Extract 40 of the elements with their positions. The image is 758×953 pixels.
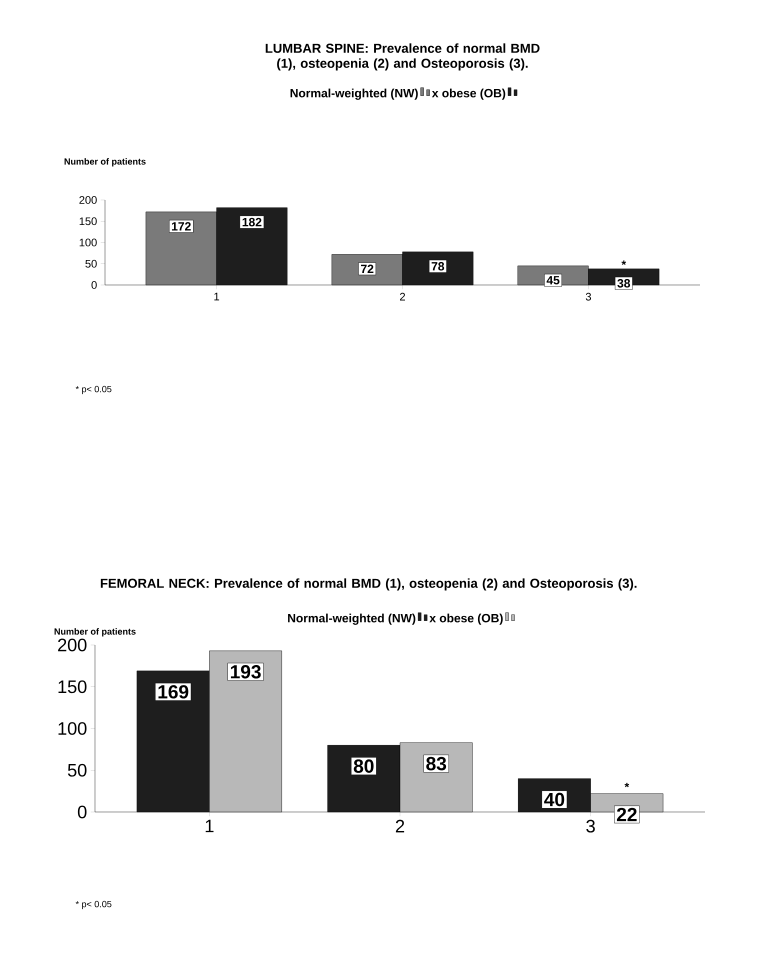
y-tick-label: 0 bbox=[78, 806, 87, 818]
y-tick-label: 50 bbox=[85, 260, 97, 268]
x-tick-label: 2 bbox=[396, 820, 404, 832]
x-tick-label: 1 bbox=[214, 292, 220, 300]
y-tick-label: 100 bbox=[58, 722, 86, 735]
data-label: 182 bbox=[242, 218, 262, 226]
legend-label: x obese (OB) bbox=[432, 88, 506, 100]
chart-title: FEMORAL NECK: Prevalence of normal BMD (1), osteopenia (2) and Osteoporosis (3). bbox=[100, 578, 636, 590]
legend-label: Normal-weighted (NW) bbox=[288, 614, 416, 625]
y-tick-label: 200 bbox=[58, 638, 86, 652]
annotation: * bbox=[621, 260, 626, 265]
x-tick-label: 2 bbox=[400, 292, 406, 300]
x-tick-label: 3 bbox=[586, 292, 592, 301]
text: * p< 0.05 bbox=[76, 900, 112, 910]
data-label: 45 bbox=[546, 276, 560, 284]
legend-label: x obese (OB) bbox=[429, 614, 503, 625]
data-label: 80 bbox=[354, 759, 374, 773]
y-tick-label: 50 bbox=[68, 764, 86, 777]
annotation: * bbox=[624, 782, 630, 788]
x-tick-label: 1 bbox=[206, 820, 214, 832]
y-tick-label: 100 bbox=[80, 238, 97, 246]
data-label: 193 bbox=[230, 665, 261, 679]
y-axis-title: Number of patients bbox=[64, 158, 146, 166]
data-label: 22 bbox=[616, 808, 637, 822]
y-tick-label: 0 bbox=[92, 281, 97, 289]
x-tick-label: 3 bbox=[586, 820, 595, 833]
data-label: 83 bbox=[426, 756, 446, 770]
y-axis-title: Number of patients bbox=[54, 628, 136, 636]
data-label: 40 bbox=[544, 792, 564, 806]
y-tick-label: 200 bbox=[79, 196, 97, 204]
data-label: 72 bbox=[361, 264, 374, 273]
y-tick-label: 150 bbox=[58, 680, 86, 694]
text: * p< 0.05 bbox=[76, 386, 112, 394]
y-tick-label: 150 bbox=[80, 217, 97, 226]
chart-title: LUMBAR SPINE: Prevalence of normal BMD (1), osteopenia (2) and Osteoporosis (3). bbox=[266, 43, 540, 70]
data-label: 169 bbox=[158, 685, 188, 699]
data-label: 38 bbox=[617, 279, 630, 288]
legend-label: Normal-weighted (NW) bbox=[290, 88, 418, 100]
data-label: 78 bbox=[432, 262, 444, 271]
data-label: 172 bbox=[172, 222, 191, 230]
